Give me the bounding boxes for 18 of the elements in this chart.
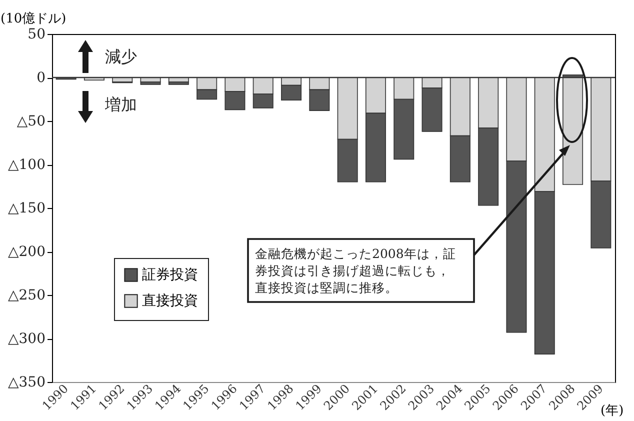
x-axis-title: (年): [600, 404, 624, 418]
y-tick-label: △150: [8, 200, 46, 216]
y-tick-label: △350: [8, 374, 46, 390]
y-tick-label: 0: [36, 70, 46, 86]
y-tick-label: △200: [8, 244, 46, 260]
y-tick-label: 50: [28, 26, 46, 42]
y-tick-label: △250: [8, 288, 46, 304]
annotation: 減少: [105, 47, 137, 66]
bar: [140, 81, 161, 85]
legend-label: 直接投資: [142, 293, 198, 309]
bar: [168, 81, 189, 85]
annotation: 金融危機が起こった2008年は，証券投資は引き揚げ超過に転じも，直接投資は堅調に推移。: [255, 246, 456, 295]
legend-label: 証券投資: [142, 267, 198, 283]
y-tick-label: △100: [8, 157, 46, 173]
y-tick-label: △300: [8, 331, 46, 347]
y-axis-title: (10億ドル): [0, 12, 66, 26]
annotation: 増加: [104, 95, 137, 114]
y-tick-label: △50: [16, 114, 46, 130]
